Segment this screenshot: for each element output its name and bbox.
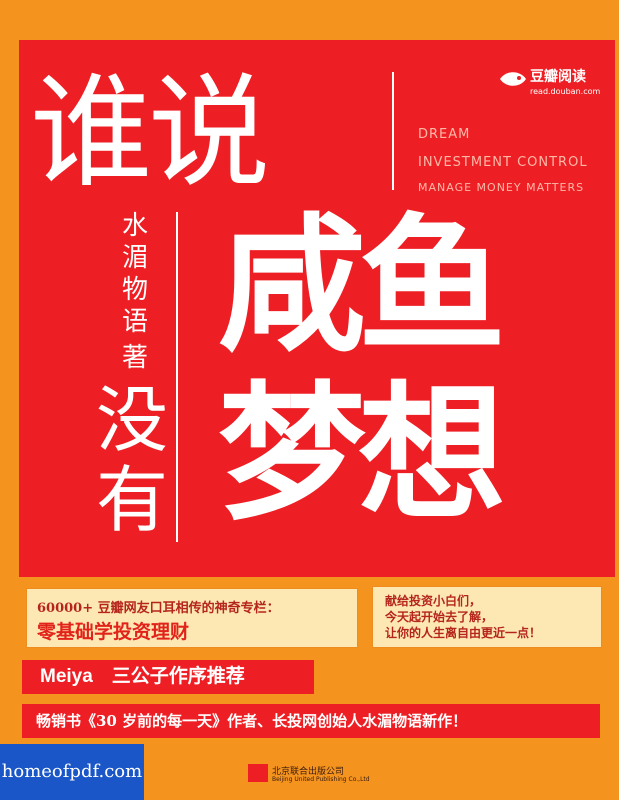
publisher-name-en: Beijing United Publishing Co.,Ltd — [272, 776, 370, 783]
publisher-logo-icon — [248, 764, 268, 782]
new-work-banner: 畅销书《30 岁前的每一天》作者、长投网创始人水湄物语新作！ — [22, 704, 600, 738]
promo-box-left: 60000+ 豆瓣网友口耳相传的神奇专栏： 零基础学投资理财 — [26, 588, 358, 648]
promo-right-line1: 献给投资小白们， — [385, 594, 482, 608]
author-role: 著 — [121, 343, 148, 373]
author-name: 水湄物语 — [121, 211, 148, 337]
promo-box-right: 献给投资小白们， 今天起开始去了解， 让你的人生离自由更近一点！ — [372, 586, 602, 648]
english-tag-3: MANAGE MONEY MATTERS — [418, 181, 585, 194]
title-vertical-part: 没有 — [95, 378, 168, 542]
title-line-3: 梦想 — [218, 368, 506, 540]
promo-right-line2: 今天起开始去了解， — [385, 610, 494, 624]
divider-line-top — [392, 72, 394, 190]
english-tag-2: INVESTMENT CONTROL — [418, 155, 588, 170]
publisher-name: 北京联合出版公司 — [272, 767, 345, 777]
title-line-2: 咸鱼 — [218, 200, 506, 372]
foreword-banner: Meiya 三公子作序推荐 — [22, 660, 314, 694]
brand-url: read.douban.com — [530, 87, 601, 96]
brand-name: 豆瓣阅读 — [530, 69, 586, 85]
watermark-label: homeofpdf.com — [0, 744, 144, 800]
title-line-1: 谁说 — [30, 62, 270, 204]
promo-left-line2: 零基础学投资理财 — [37, 621, 190, 643]
douban-fish-icon — [500, 72, 526, 86]
divider-line-left — [176, 212, 178, 542]
promo-left-line1: 60000+ 豆瓣网友口耳相传的神奇专栏： — [37, 601, 280, 616]
promo-right-line3: 让你的人生离自由更近一点！ — [385, 626, 542, 640]
cover-red-panel — [19, 40, 615, 577]
english-tag-1: DREAM — [418, 127, 471, 142]
